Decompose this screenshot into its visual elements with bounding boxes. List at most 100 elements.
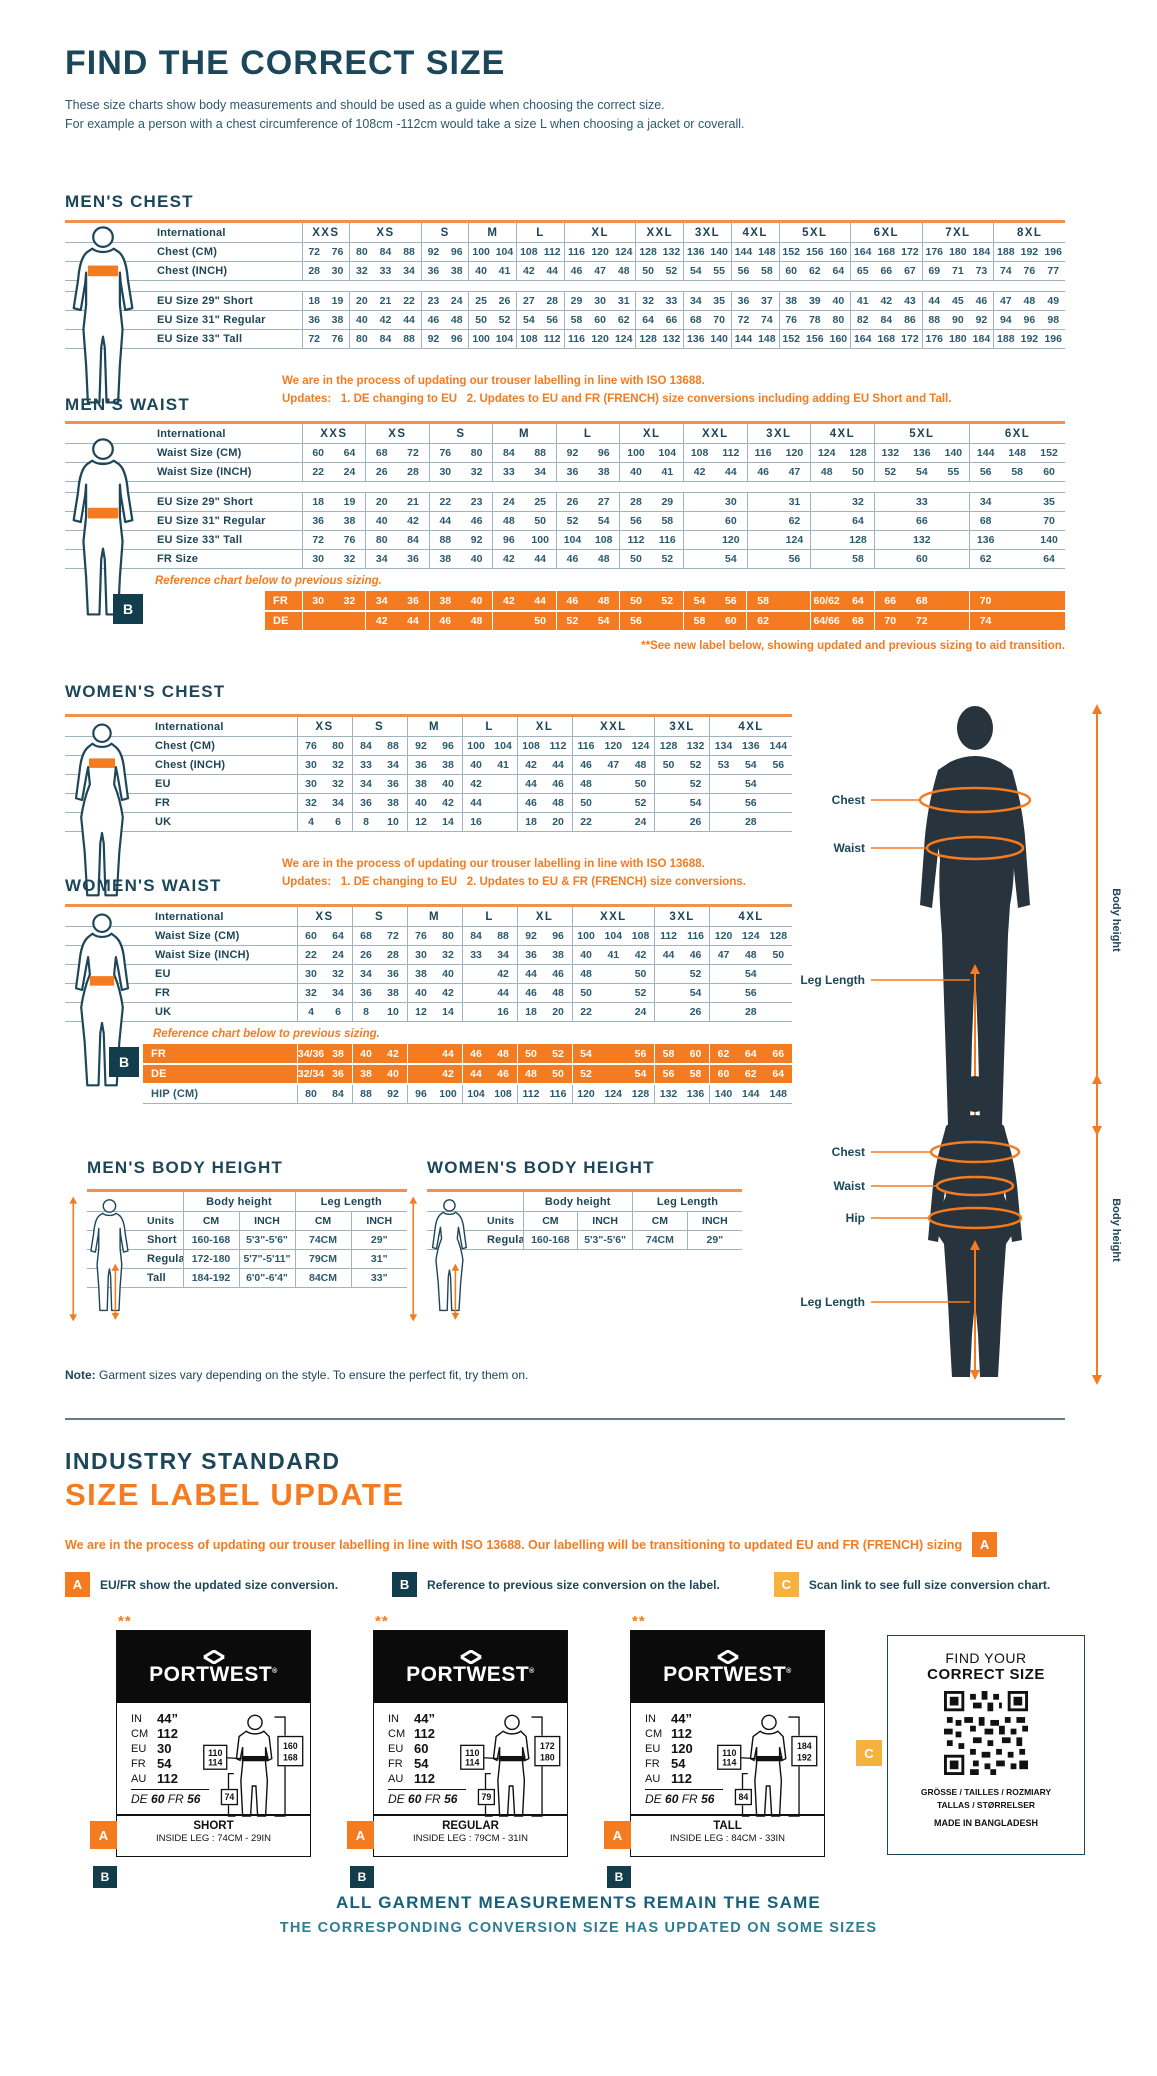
size-cell: 33": [350, 1268, 408, 1288]
male-silhouette: [920, 706, 1030, 1125]
size-cell: 54: [737, 755, 765, 775]
svg-text:184: 184: [797, 1741, 812, 1751]
size-cell: 65: [850, 261, 875, 281]
size-cell: [1001, 530, 1034, 550]
iso-note-line1: We are in the process of updating our tr…: [282, 375, 705, 387]
row-label: FR: [65, 983, 297, 1003]
size-cell: 52: [659, 261, 684, 281]
size-cell: 164: [850, 329, 875, 349]
size-cell: 40: [365, 511, 398, 531]
size-cell: 148: [755, 329, 780, 349]
size-cell: 156: [802, 329, 827, 349]
industry-standard-header: INDUSTRY STANDARD SIZE LABEL UPDATE: [65, 1448, 405, 1513]
size-cell: [492, 611, 525, 632]
spacer-row: [65, 280, 1066, 292]
size-cell: 34: [489, 945, 518, 965]
size-column-header: XS: [349, 221, 422, 243]
size-cell: 84: [351, 736, 380, 756]
size-column-header: XXL: [682, 422, 748, 444]
svg-text:84: 84: [738, 1792, 748, 1802]
size-cell: 60: [905, 549, 938, 569]
size-cell: 100: [461, 736, 490, 756]
size-cell: 26: [555, 492, 589, 512]
size-cell: 80: [296, 1083, 325, 1104]
size-cell: 92: [420, 329, 446, 349]
size-cell: [489, 812, 518, 832]
size-cell: 49: [1041, 291, 1066, 311]
size-cell: 76: [778, 310, 803, 330]
size-cell: 92: [460, 530, 493, 550]
card-badge-a: A: [90, 1821, 117, 1849]
womens-waist-section: We are in the process of updating our tr…: [65, 858, 793, 1104]
size-cell: 94: [993, 310, 1018, 330]
size-cell: 98: [1041, 310, 1066, 330]
size-cell: 92: [420, 242, 446, 262]
size-cell: 36: [420, 261, 446, 281]
size-cell: [873, 530, 906, 550]
size-cell: 46: [460, 511, 493, 531]
size-cell: [709, 964, 738, 984]
size-cell: 168: [874, 242, 899, 262]
size-cell: 38: [351, 1064, 380, 1085]
size-cell: 42: [379, 1044, 407, 1065]
size-cell: 100: [619, 443, 652, 463]
female-leg-length-label: Leg Length: [800, 1295, 865, 1309]
size-cell: 50: [468, 310, 493, 330]
inside-leg: INSIDE LEG : 74CM - 29IN: [155, 1833, 272, 1844]
svg-text:110: 110: [722, 1748, 736, 1758]
size-cell: 34: [351, 964, 380, 984]
size-cell: 80: [434, 926, 463, 946]
size-cell: 32: [296, 793, 325, 813]
size-cell: [1001, 511, 1034, 531]
size-cell: 26: [492, 291, 517, 311]
row-label: UK: [65, 812, 297, 832]
size-cell: 56: [778, 549, 811, 569]
size-cell: 64: [842, 591, 875, 612]
size-cell: 68: [683, 310, 708, 330]
size-cell: 33: [351, 755, 380, 775]
qr-languages: GRÖSSE / TAILLES / ROZMIARY TALLAS / STØ…: [920, 1787, 1052, 1810]
womens-waist-table: International XS S M L XL XXL 3XL 4XL Waist Size …: [65, 904, 793, 1104]
size-cell: [682, 530, 716, 550]
size-cell: 32: [324, 774, 352, 794]
size-cell: 53: [709, 755, 738, 775]
size-cell: INCH: [350, 1211, 408, 1231]
size-cell: 78: [802, 310, 827, 330]
size-cell: 32: [842, 492, 875, 512]
size-cell: 50: [627, 964, 655, 984]
size-cell: 60: [715, 511, 748, 531]
size-cell: 80: [460, 443, 493, 463]
size-cell: 41: [492, 261, 517, 281]
row-label: Chest (INCH): [65, 755, 297, 775]
industry-line2: SIZE LABEL UPDATE: [65, 1477, 405, 1512]
size-cell: 50: [544, 1064, 572, 1085]
size-cell: [599, 793, 628, 813]
size-cell: 44: [428, 511, 461, 531]
svg-text:192: 192: [797, 1752, 812, 1762]
size-cell: 38: [379, 983, 408, 1003]
size-cell: 128: [842, 530, 875, 550]
stars-marker: **: [632, 1613, 646, 1630]
size-cell: 92: [516, 926, 545, 946]
size-cell: 62: [778, 511, 811, 531]
size-cell: 132: [905, 530, 938, 550]
size-cell: 76: [428, 443, 461, 463]
size-cell: [599, 1002, 628, 1022]
size-cell: 4: [296, 812, 325, 832]
size-cell: 172: [898, 242, 923, 262]
size-column-header: 3XL: [654, 905, 710, 927]
size-cell: 40: [406, 983, 435, 1003]
size-cell: 60: [301, 443, 334, 463]
size-cell: 47: [778, 462, 811, 482]
size-cell: 96: [445, 329, 469, 349]
size-cell: 40: [826, 291, 851, 311]
size-cell: CM: [182, 1211, 239, 1231]
size-cell: 42: [492, 549, 525, 569]
size-cell: 92: [406, 736, 435, 756]
size-cell: 12: [406, 812, 435, 832]
size-cell: 33: [659, 291, 684, 311]
size-cell: 192: [1017, 242, 1042, 262]
size-cell: 184: [969, 242, 994, 262]
iso-note-line1: We are in the process of updating our tr…: [282, 858, 705, 870]
